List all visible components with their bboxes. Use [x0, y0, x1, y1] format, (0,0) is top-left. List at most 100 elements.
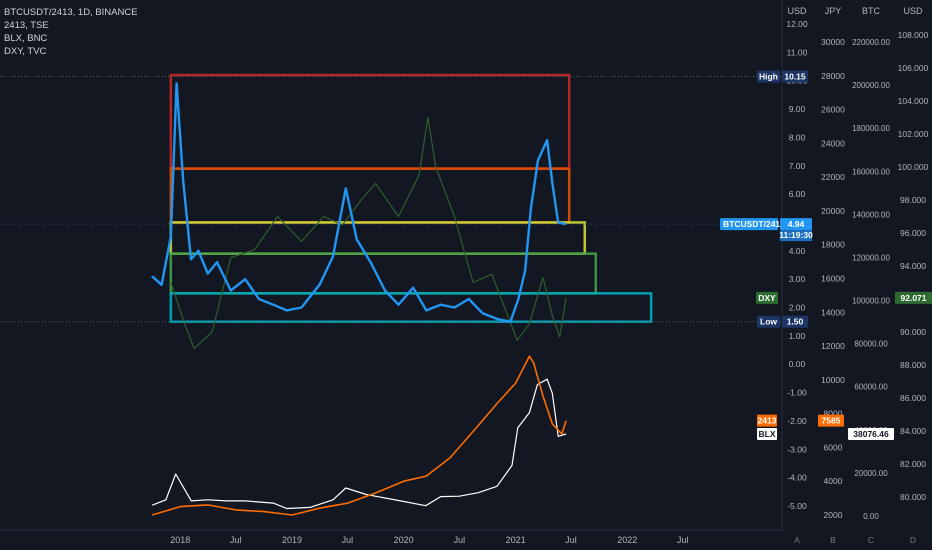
low-value-bg — [782, 315, 808, 328]
ratio-name-label: BTCUSDT/2413 — [723, 219, 785, 229]
ratio_usd-tick-label: 8.00 — [789, 132, 806, 142]
ratio_usd-tick-label: 3.00 — [789, 274, 806, 284]
blx_usd-tick-label: 200000.00 — [852, 81, 890, 90]
stock_jpy-tick-label: 20000 — [821, 206, 845, 216]
legend-stock[interactable]: 2413, TSE — [4, 20, 49, 31]
high-label: High — [759, 71, 778, 81]
stock_jpy-tick-label: 12000 — [821, 341, 845, 351]
dxy_usd-tick-label: 94.000 — [900, 261, 926, 271]
stock_jpy-tick-label: 14000 — [821, 307, 845, 317]
dxy_usd-tick-label: 96.000 — [900, 228, 926, 238]
ratio_usd-tick-label: 7.00 — [789, 161, 806, 171]
stock_jpy-tick-label: 28000 — [821, 71, 845, 81]
bar-countdown-bg — [780, 230, 812, 242]
stock-name-label-bg — [757, 414, 777, 427]
ratio_usd-tick-label: -1.00 — [787, 388, 807, 398]
stock_jpy-tick-label: 24000 — [821, 138, 845, 148]
dxy_usd-tick-label: 106.000 — [898, 63, 929, 73]
axis-c-button[interactable]: C — [868, 535, 874, 545]
time-tick-label: 2022 — [617, 535, 637, 545]
zone-boxes — [169, 73, 653, 323]
dxy_usd-tick-label: 100.000 — [898, 162, 929, 172]
blx_usd-tick-label: 140000.00 — [852, 210, 890, 219]
ratio-name-label-bg — [720, 218, 778, 231]
stock_jpy-tick-label: 26000 — [821, 105, 845, 115]
dxy_usd-tick-label: 108.000 — [898, 30, 929, 40]
high-value-bg — [782, 70, 808, 83]
high-label-bg — [757, 70, 780, 83]
ratio_usd-tick-label: 12.00 — [786, 19, 808, 29]
axis-b-button[interactable]: B — [830, 535, 836, 545]
ratio_usd-tick-label: -4.00 — [787, 473, 807, 483]
blx_usd-tick-label: 80000.00 — [854, 340, 888, 349]
ratio_usd-tick-label: 9.00 — [789, 104, 806, 114]
usd2-axis-header: USD — [903, 6, 923, 16]
high-value: 10.15 — [784, 71, 806, 81]
blx_usd-tick-label: 180000.00 — [852, 124, 890, 133]
low-label-bg — [757, 315, 780, 328]
dxy-name-label: DXY — [758, 293, 776, 303]
jpy-axis-header: JPY — [825, 6, 842, 16]
time-tick-label: 2021 — [506, 535, 526, 545]
ratio_usd-tick-label: 11.00 — [787, 47, 808, 57]
blx-price-label-bg — [848, 427, 894, 440]
blx_usd-tick-label: 100000.00 — [852, 297, 890, 306]
blx_usd-tick-label: 60000.00 — [854, 383, 888, 392]
teal-zone-box — [169, 292, 653, 323]
dxy_usd-tick-label: 84.000 — [900, 426, 926, 436]
dxy_usd-tick-label: 104.000 — [898, 96, 929, 106]
series-legend: BTCUSDT/2413, 1D, BINANCE 2413, TSE BLX,… — [4, 6, 138, 58]
blx-name-label-bg — [757, 427, 777, 440]
dxy_usd-tick-label: 88.000 — [900, 360, 926, 370]
time-tick-label: 2019 — [282, 535, 302, 545]
stock-price-label: 7585 — [822, 416, 841, 426]
series-line-btcusdt-2413[interactable] — [151, 82, 567, 323]
stock_jpy-tick-label: 18000 — [821, 240, 845, 250]
stock_jpy-tick-label: 6000 — [824, 442, 843, 452]
legend-blx[interactable]: BLX, BNC — [4, 33, 48, 44]
blx_usd-tick-label: 120000.00 — [852, 253, 890, 262]
legend-ratio[interactable]: BTCUSDT/2413, 1D, BINANCE — [4, 7, 138, 18]
series-line-2413[interactable] — [151, 355, 567, 516]
dxy_usd-tick-label: 90.000 — [900, 327, 926, 337]
dxy_usd-tick-label: 82.000 — [900, 459, 926, 469]
time-axis[interactable]: 2018 Jul 2019 Jul 2020 Jul 2021 Jul 2022 Jul — [0, 529, 782, 545]
series-lines — [151, 82, 567, 516]
dxy-price-label-bg — [895, 291, 932, 304]
usd-axis-header: USD — [787, 6, 807, 16]
low-value: 1.50 — [787, 317, 804, 327]
series-line-blx[interactable] — [151, 378, 567, 510]
axis-d-button[interactable]: D — [910, 535, 916, 545]
stock_jpy-tick-label: 4000 — [824, 476, 843, 486]
time-tick-label: Jul — [677, 535, 689, 545]
stock_jpy-tick-label: 22000 — [821, 172, 845, 182]
ratio_usd-tick-label: 1.00 — [789, 331, 806, 341]
legend-dxy[interactable]: DXY, TVC — [4, 46, 47, 57]
ratio_usd-tick-label: 4.00 — [789, 246, 806, 256]
ratio_usd-tick-label: 2.00 — [789, 303, 806, 313]
dxy_usd-tick-label: 80.000 — [900, 492, 926, 502]
blx_usd-tick-label: 160000.00 — [852, 167, 890, 176]
btc-axis-header: BTC — [862, 6, 881, 16]
price-badges: High 10.15 Low 1.50 BTCUSDT/2413 4.9411:19:30… — [720, 70, 932, 440]
ratio-price-label-bg — [780, 218, 812, 231]
series-line-dxy[interactable] — [170, 116, 567, 350]
stock_jpy-tick-label: 30000 — [821, 37, 845, 47]
stock-price-label-bg — [818, 414, 844, 427]
time-tick-label: Jul — [454, 535, 466, 545]
dxy_usd-tick-label: 98.000 — [900, 195, 926, 205]
axis-a-button[interactable]: A — [794, 535, 800, 545]
stock_jpy-tick-label: 10000 — [821, 375, 845, 385]
stock-name-label: 2413 — [758, 416, 777, 426]
time-tick-label: Jul — [230, 535, 242, 545]
low-label: Low — [760, 317, 777, 327]
ratio-price-label: 4.94 — [788, 219, 805, 229]
blx_usd-tick-label: 220000.00 — [852, 38, 890, 47]
time-tick-label: Jul — [565, 535, 577, 545]
ratio_usd-tick-label: 0.00 — [789, 359, 806, 369]
blx_usd-tick-label: 0.00 — [863, 512, 879, 521]
ratio_usd-tick-label: -5.00 — [787, 501, 807, 511]
blx-price-label: 38076.46 — [853, 429, 889, 439]
